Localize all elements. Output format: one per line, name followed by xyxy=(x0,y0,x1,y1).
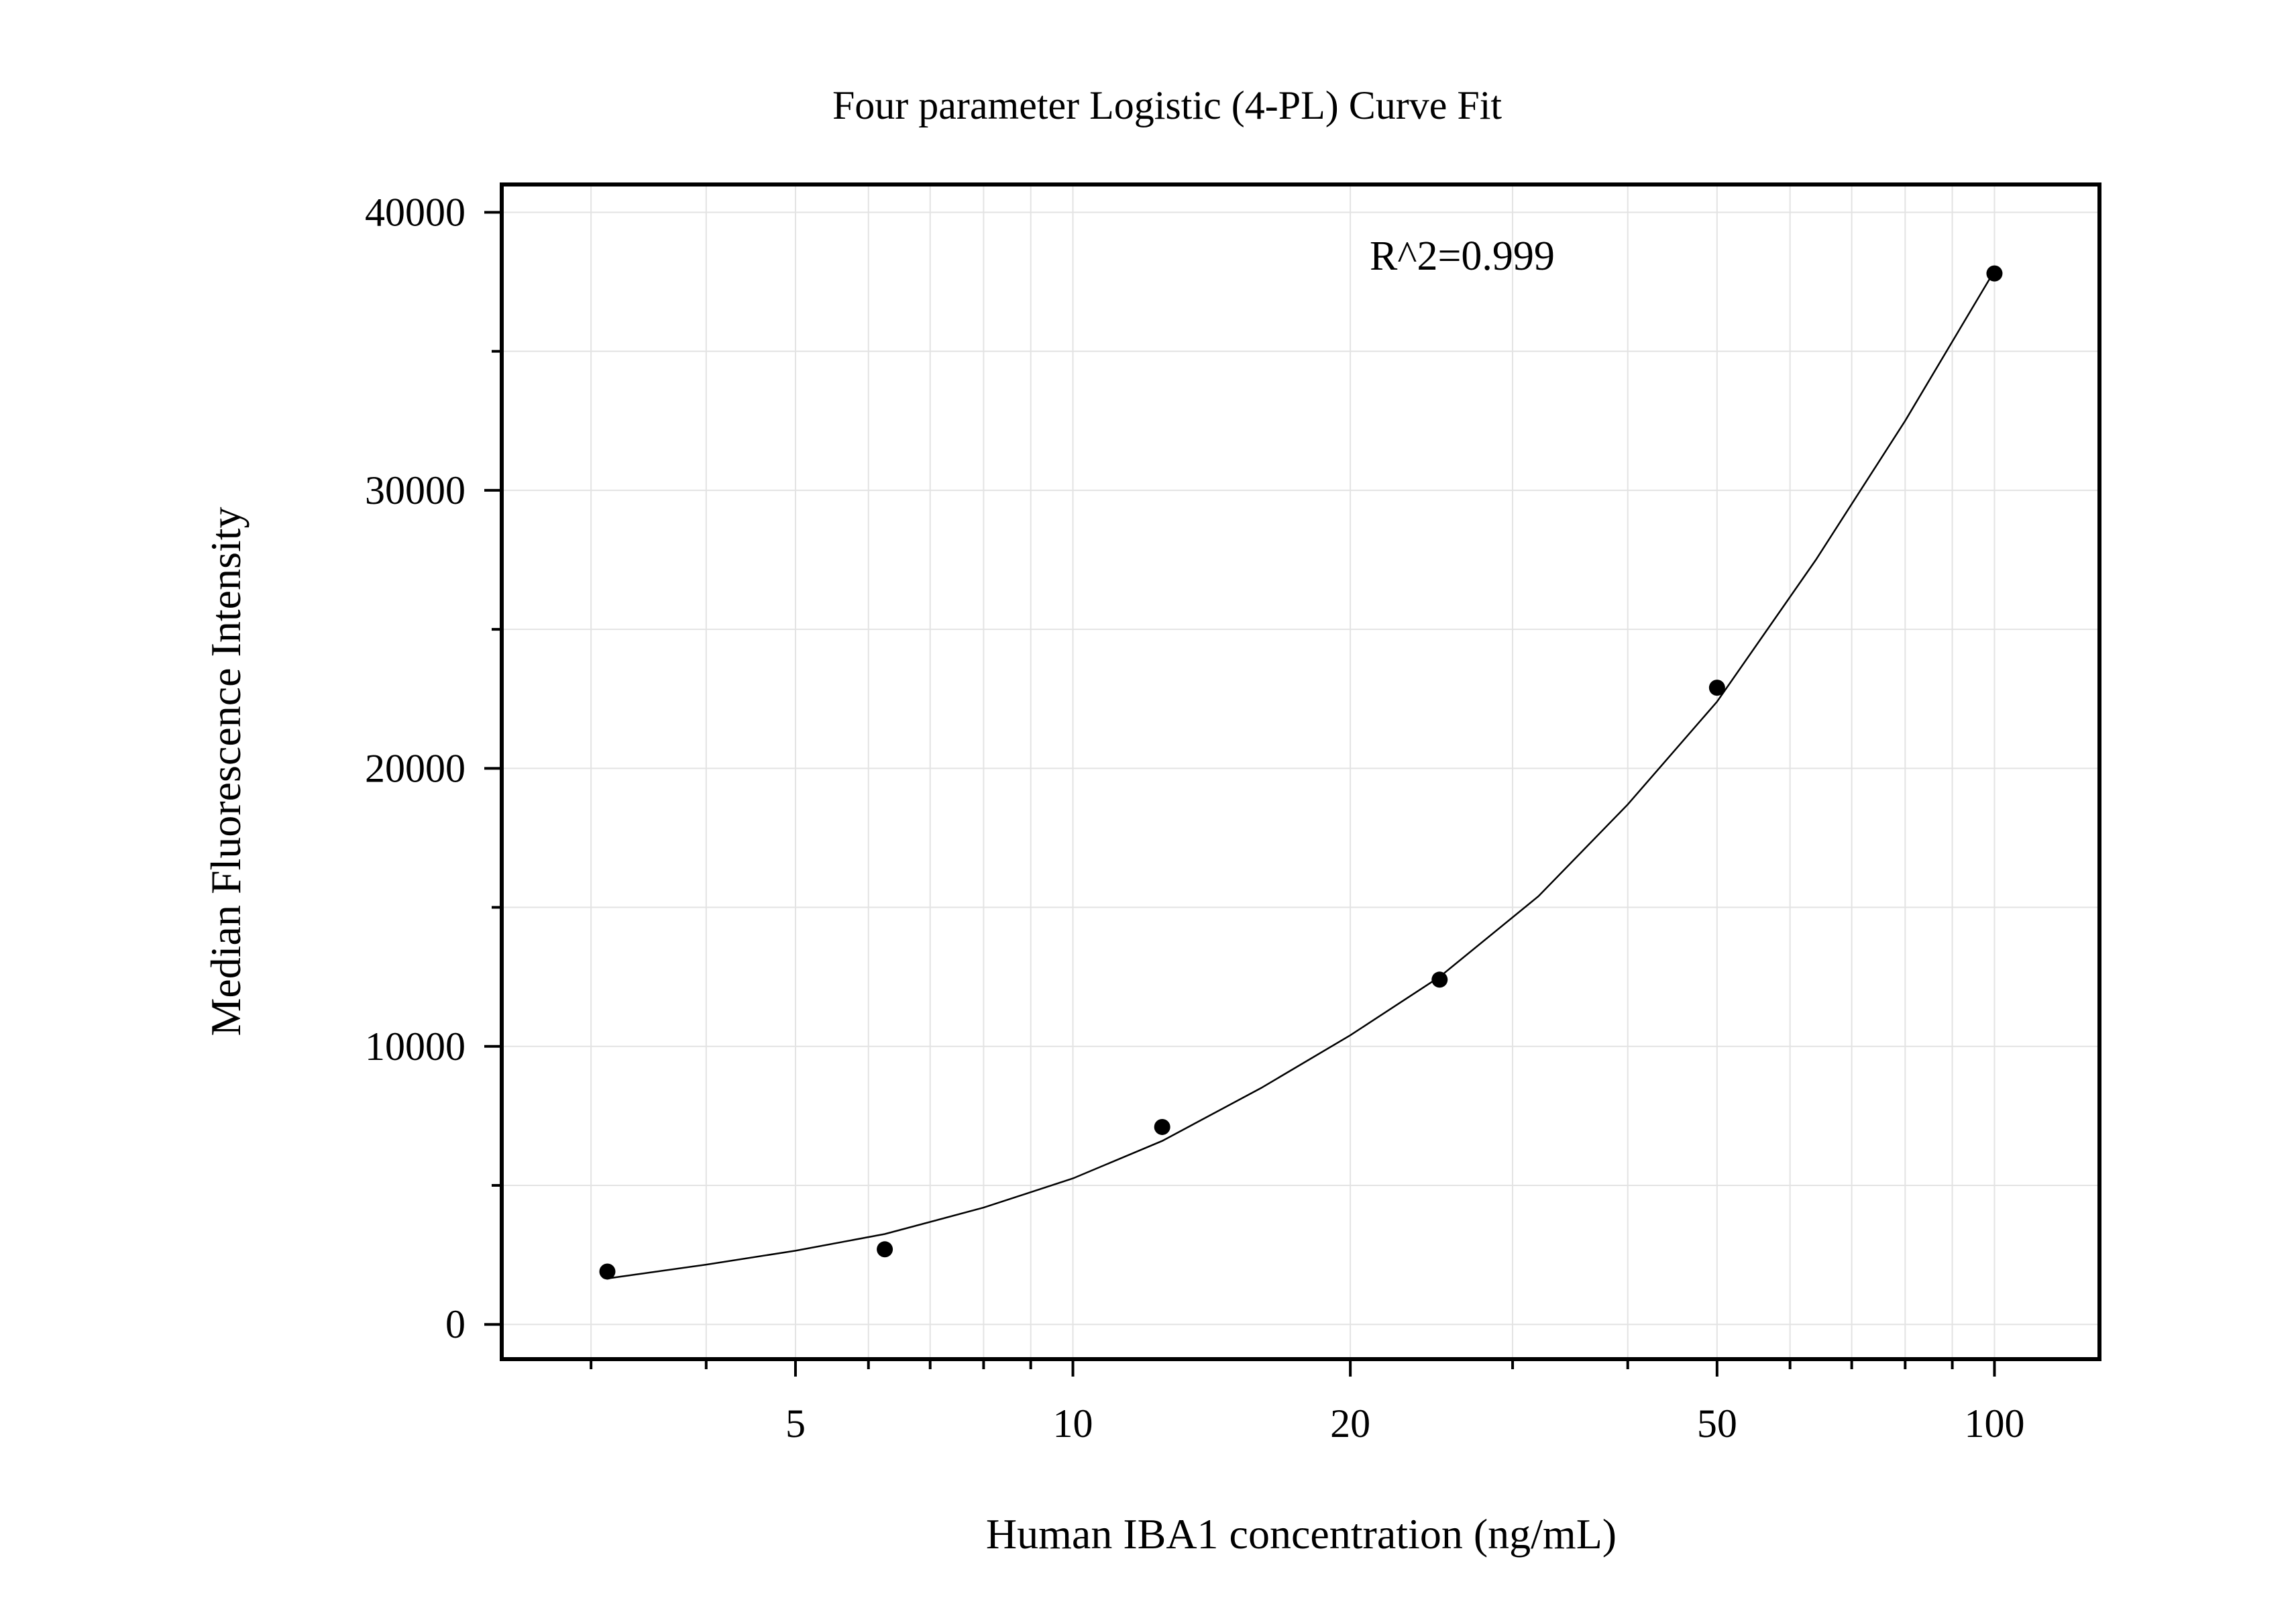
y-tick-label: 0 xyxy=(445,1302,466,1346)
y-axis-label: Median Fluorescence Intensity xyxy=(202,506,250,1036)
y-tick-label: 40000 xyxy=(365,190,466,234)
data-point xyxy=(877,1241,893,1258)
data-point xyxy=(1986,265,2003,282)
plot-frame xyxy=(500,182,2101,1361)
data-point xyxy=(1431,971,1448,988)
y-tick-label: 30000 xyxy=(365,468,466,513)
axis-ticks xyxy=(484,211,1996,1377)
x-tick-label: 10 xyxy=(1053,1401,1093,1446)
data-point xyxy=(599,1263,616,1280)
y-tick-label: 20000 xyxy=(365,746,466,790)
fit-curve xyxy=(607,270,1996,1280)
chart-title: Four parameter Logistic (4-PL) Curve Fit xyxy=(832,83,1502,127)
data-points xyxy=(599,265,2003,1280)
data-point xyxy=(1154,1118,1170,1135)
data-point xyxy=(1708,680,1725,696)
grid-lines xyxy=(502,184,2099,1359)
tick-labels: 5 10 20 50 100 0 10000 20000 30000 40000 xyxy=(365,190,2024,1446)
x-tick-label: 5 xyxy=(785,1401,806,1446)
fit-curve-layer xyxy=(607,270,1996,1280)
y-tick-label: 10000 xyxy=(365,1024,466,1069)
x-axis-label: Human IBA1 concentration (ng/mL) xyxy=(986,1510,1617,1558)
x-tick-label: 100 xyxy=(1964,1401,2024,1446)
x-tick-label: 20 xyxy=(1330,1401,1370,1446)
r-squared-annotation: R^2=0.999 xyxy=(1370,233,1555,279)
x-tick-label: 50 xyxy=(1697,1401,1737,1446)
